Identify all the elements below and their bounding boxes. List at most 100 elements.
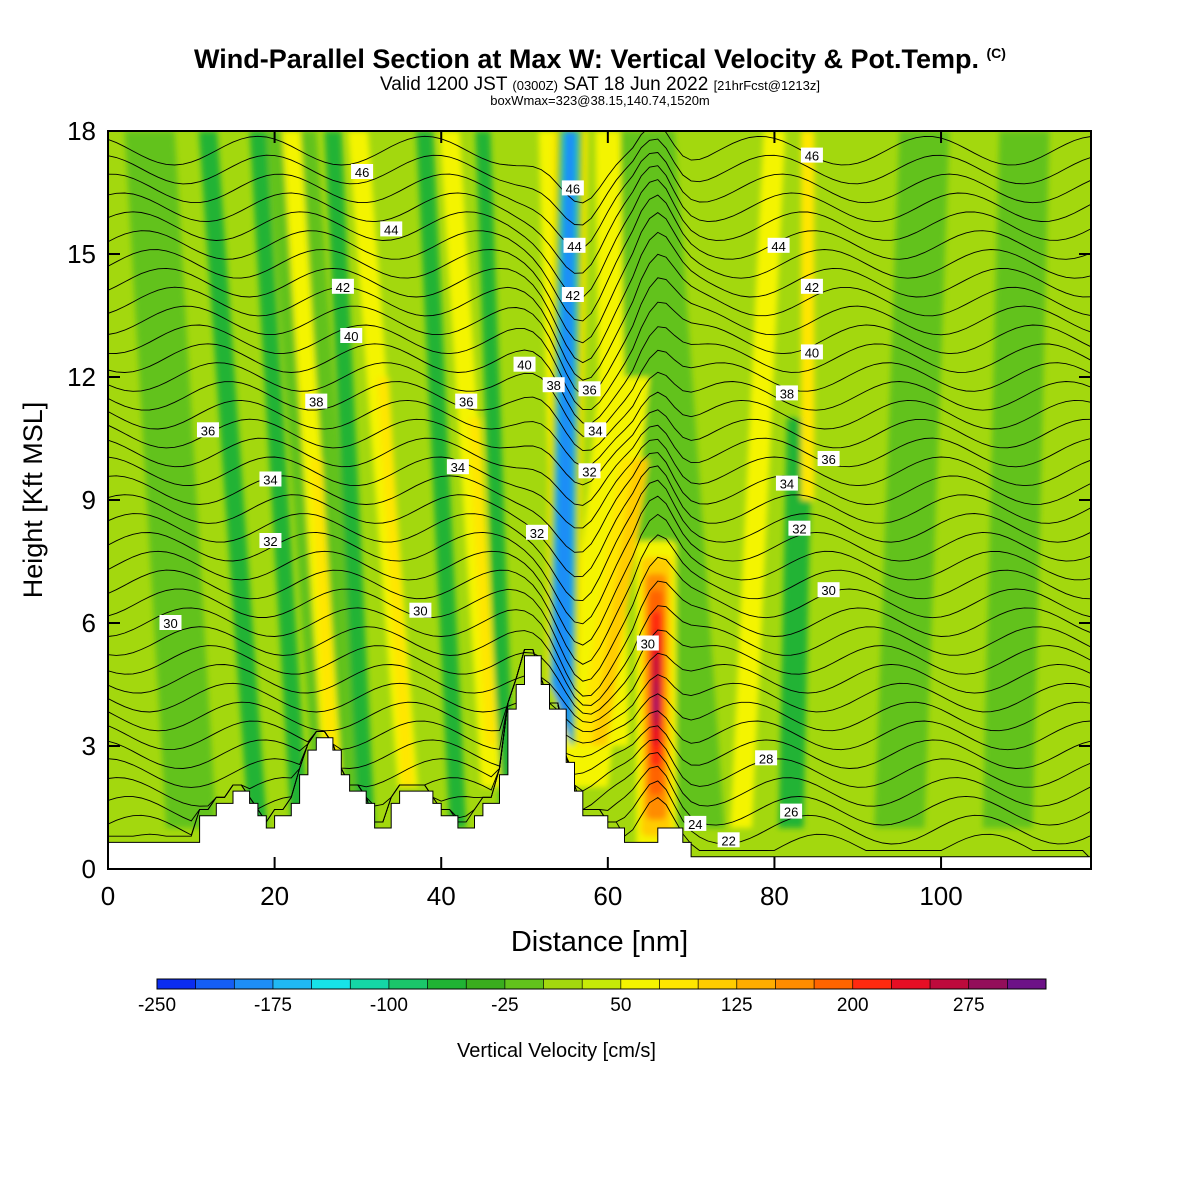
contour-label-text: 34 (263, 473, 277, 488)
isentrope-line (108, 556, 1091, 682)
vertical-velocity-field (108, 131, 1091, 869)
colorbar-segment (736, 979, 776, 989)
downdraft-streak (551, 131, 579, 746)
colorbar-segment (543, 979, 583, 989)
contour-label-text: 22 (721, 833, 735, 848)
contour-label-text: 32 (530, 526, 544, 541)
colorbar-tick-label: -100 (370, 995, 408, 1016)
contour-label: 42 (561, 287, 584, 303)
colorbar-segment (852, 979, 892, 989)
contour-label-text: 36 (201, 423, 215, 438)
isentrope-line (108, 534, 1091, 665)
velocity-band (607, 131, 725, 828)
isentrope-line (108, 138, 1091, 226)
isentrope-line (108, 194, 1091, 322)
contour-label: 30 (636, 635, 659, 652)
contour-label-text: 46 (355, 165, 369, 180)
isentrope-line (108, 649, 1091, 792)
contour-label: 34 (259, 471, 282, 488)
colorbar-segment (195, 979, 235, 989)
isentrope-line (108, 349, 1091, 437)
velocity-band (874, 131, 950, 828)
colorbar-segment (930, 979, 970, 989)
contour-label-text: 42 (336, 280, 350, 295)
isentrope-line (108, 495, 1091, 625)
contour-label-text: 30 (163, 616, 177, 631)
velocity-band (468, 418, 498, 746)
terrain-outline (108, 655, 1091, 858)
colorbar-segment (775, 979, 815, 989)
colorbar-segment (466, 979, 506, 989)
velocity-band (730, 131, 786, 828)
contour-label: 38 (775, 385, 798, 401)
contour-label: 44 (380, 221, 403, 237)
y-tick-label: 3 (82, 731, 96, 761)
x-tick-label: 0 (101, 881, 115, 911)
contour-label: 26 (780, 803, 803, 820)
colorbar-frame (156, 978, 1047, 990)
contour-label: 36 (196, 422, 219, 438)
isentrope-line (108, 152, 1091, 250)
y-tick-label: 18 (67, 116, 96, 146)
velocity-band (282, 131, 343, 787)
contour-label-text: 30 (821, 583, 835, 598)
potential-temperature-contours (108, 131, 1091, 860)
isentrope-line (108, 179, 1091, 298)
colorbar-segment (1007, 979, 1047, 989)
contour-label: 44 (563, 237, 586, 254)
contour-label-text: 40 (517, 358, 531, 373)
colorbar-segment (311, 979, 351, 989)
contour-label-text: 36 (459, 395, 473, 410)
x-tick-label: 100 (919, 881, 962, 911)
updraft-core (648, 590, 664, 796)
boxwmax-label: boxWmax=323@38.15,140.74,1520m (490, 93, 710, 108)
contour-label-text: 38 (780, 386, 794, 401)
contour-label-text: 42 (805, 280, 819, 295)
velocity-band (538, 131, 578, 705)
downdraft-streak (545, 131, 588, 746)
velocity-band (198, 131, 268, 828)
contour-label-text: 30 (641, 637, 655, 652)
contour-label: 34 (446, 459, 469, 475)
colorbar-segment (620, 979, 660, 989)
downdraft-streak (552, 131, 576, 746)
contour-label-text: 34 (780, 477, 794, 492)
x-axis-label: Distance [nm] (511, 926, 688, 958)
isentrope-line (108, 629, 1091, 715)
contour-label-text: 36 (821, 452, 835, 467)
contour-label-text: 28 (759, 751, 773, 766)
isentrope-line (108, 371, 1091, 452)
chart-title-main: Wind-Parallel Section at Max W: Vertical… (194, 44, 979, 74)
contour-label: 32 (259, 533, 282, 549)
isentrope-line (108, 391, 1091, 468)
contour-label: 32 (526, 524, 549, 541)
updraft-core (654, 680, 658, 722)
isentrope-line (108, 231, 1091, 364)
isentrope-line (108, 452, 1091, 553)
y-tick-label: 0 (82, 854, 96, 884)
isentrope-line (108, 674, 1091, 733)
updraft-core (645, 573, 667, 820)
velocity-band (347, 131, 418, 787)
colorbar-segment (388, 979, 429, 989)
isentrope-line (108, 438, 1091, 529)
isentrope-line (108, 131, 1091, 204)
contour-label: 38 (305, 393, 328, 410)
velocity-band (439, 131, 502, 787)
velocity-band (124, 131, 217, 828)
x-tick-label: 60 (593, 881, 622, 911)
x-tick-label: 20 (260, 881, 289, 911)
contour-label: 36 (455, 393, 478, 410)
velocity-band (416, 131, 467, 828)
updraft-core (636, 541, 677, 861)
contour-label: 42 (331, 278, 354, 295)
valid-utc: (0300Z) (512, 78, 558, 93)
contour-label-text: 32 (582, 464, 596, 479)
contour-label: 40 (800, 344, 823, 360)
contour-label-text: 32 (792, 522, 806, 537)
valid-forecast: [21hrFcst@1213z] (713, 78, 820, 93)
colorbar-tick-label: -175 (254, 995, 292, 1016)
downdraft-streak (552, 131, 577, 746)
colorbar-segment (234, 979, 274, 989)
